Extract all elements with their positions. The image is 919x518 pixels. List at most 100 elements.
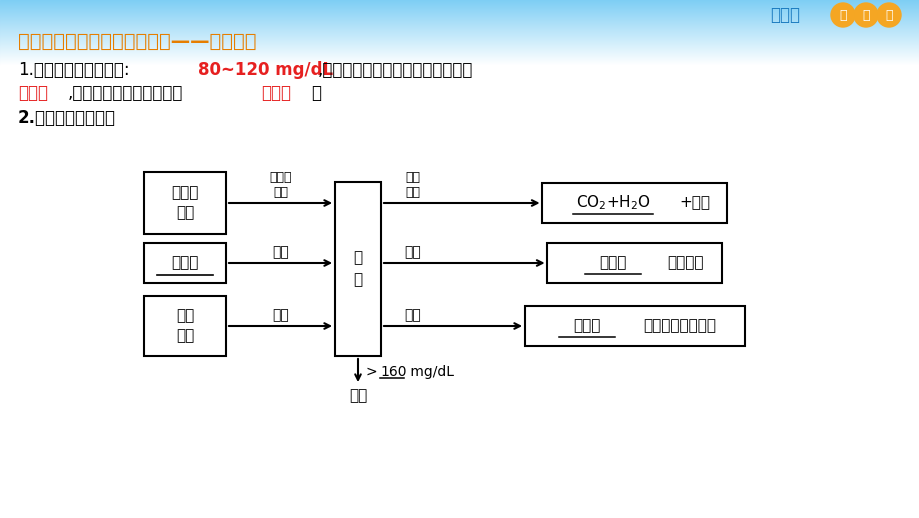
Text: 考: 考 (884, 8, 891, 22)
Text: 160: 160 (380, 365, 406, 379)
Bar (0, 33, 919, 34)
Bar (0, 10, 919, 11)
Text: +能量: +能量 (679, 195, 709, 210)
Bar (0, 8, 919, 9)
Bar (0, 16, 919, 17)
Bar (0, 63, 919, 64)
Bar (0, 56, 919, 57)
Circle shape (830, 3, 854, 27)
Bar (0, 12, 919, 13)
Bar (0, 49, 919, 50)
Bar (0, 7, 919, 8)
Bar (0, 5, 919, 6)
Text: 转化: 转化 (404, 308, 421, 322)
Text: 1.人体血糖的正常含量:: 1.人体血糖的正常含量: (18, 61, 130, 79)
Bar (0, 37, 919, 38)
Bar (0, 0, 919, 1)
Bar (0, 22, 919, 23)
Bar (0, 40, 919, 41)
Text: 低血糖: 低血糖 (261, 84, 291, 102)
Bar (0, 36, 919, 37)
Text: 。: 。 (311, 84, 321, 102)
Bar (0, 51, 919, 52)
Bar (0, 21, 919, 22)
Bar (0, 17, 919, 18)
Bar (0, 9, 919, 10)
Bar (0, 19, 919, 20)
Bar (0, 39, 919, 40)
Text: 合成: 合成 (404, 245, 421, 259)
Bar (144, 172, 226, 234)
Text: ,血糖低于正常范围会导致: ,血糖低于正常范围会导致 (68, 84, 183, 102)
Text: $\mathrm{CO_2{+}H_2O}$: $\mathrm{CO_2{+}H_2O}$ (575, 194, 650, 212)
Text: 、肌糖原: 、肌糖原 (666, 255, 703, 270)
Text: 消化、
吸收: 消化、 吸收 (269, 171, 291, 199)
Bar (0, 60, 919, 61)
Bar (0, 50, 919, 51)
Text: ,长时间出现血糖超过正常范围则为: ,长时间出现血糖超过正常范围则为 (318, 61, 473, 79)
Circle shape (853, 3, 877, 27)
Bar (0, 34, 919, 35)
Bar (0, 64, 919, 65)
Bar (0, 42, 919, 43)
Bar (0, 46, 919, 47)
Bar (0, 13, 919, 14)
Bar (542, 183, 727, 223)
Bar (144, 243, 226, 283)
Bar (0, 52, 919, 53)
Text: 氨基酸: 氨基酸 (573, 319, 600, 334)
Bar (0, 18, 919, 19)
Bar (0, 35, 919, 36)
Bar (0, 28, 919, 29)
Text: mg/dL: mg/dL (405, 365, 453, 379)
Bar (0, 29, 919, 30)
Circle shape (876, 3, 900, 27)
Bar (335, 182, 380, 356)
Bar (0, 58, 919, 59)
Text: 80~120 mg/dL: 80~120 mg/dL (198, 61, 333, 79)
Text: 新教材: 新教材 (769, 6, 800, 24)
Text: 新: 新 (838, 8, 845, 22)
Bar (0, 32, 919, 33)
Bar (0, 62, 919, 63)
Bar (0, 44, 919, 45)
Bar (0, 25, 919, 26)
Bar (0, 14, 919, 15)
Bar (0, 6, 919, 7)
Bar (0, 47, 919, 48)
Text: 高: 高 (861, 8, 868, 22)
Text: 三、激素调节内环境稳态实例——血糖调节: 三、激素调节内环境稳态实例——血糖调节 (18, 32, 256, 50)
Bar (0, 27, 919, 28)
Text: 肝糖原: 肝糖原 (598, 255, 626, 270)
Bar (144, 296, 226, 356)
Bar (0, 48, 919, 49)
Text: 氧化
分解: 氧化 分解 (405, 171, 420, 199)
Text: 血
糖: 血 糖 (353, 250, 362, 287)
Text: 、脂肪等非糖物质: 、脂肪等非糖物质 (642, 319, 715, 334)
Bar (0, 55, 919, 56)
Bar (0, 20, 919, 21)
Bar (0, 30, 919, 31)
Bar (0, 1, 919, 2)
Bar (0, 43, 919, 44)
Bar (0, 11, 919, 12)
Text: >: > (366, 365, 386, 379)
Bar (0, 15, 919, 16)
Bar (0, 38, 919, 39)
Bar (0, 31, 919, 32)
Bar (0, 24, 919, 25)
Bar (0, 65, 919, 518)
Text: 分解: 分解 (272, 245, 289, 259)
Bar (0, 26, 919, 27)
Bar (0, 54, 919, 55)
Bar (0, 41, 919, 42)
Bar (0, 2, 919, 3)
Bar (0, 4, 919, 5)
Bar (0, 57, 919, 58)
Bar (0, 45, 919, 46)
Text: 2.血糖的来源和去向: 2.血糖的来源和去向 (18, 109, 116, 127)
Text: 转化: 转化 (272, 308, 289, 322)
Text: 淀粉类
食物: 淀粉类 食物 (171, 185, 199, 220)
Text: 糖尿病: 糖尿病 (18, 84, 48, 102)
Text: 肝糖原: 肝糖原 (171, 255, 199, 270)
